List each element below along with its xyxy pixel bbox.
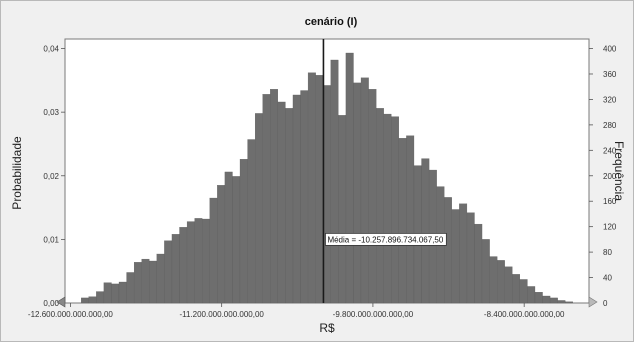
histogram-bar bbox=[557, 300, 566, 304]
histogram-bars bbox=[81, 52, 573, 304]
histogram-bar bbox=[376, 108, 384, 304]
histogram-bar bbox=[474, 223, 483, 304]
histogram-bar bbox=[451, 209, 460, 304]
histogram-bar bbox=[179, 227, 188, 304]
histogram-bar bbox=[360, 77, 369, 304]
histogram-bar bbox=[489, 256, 498, 304]
histogram-bar bbox=[398, 138, 407, 304]
y-right-tick-label: 120 bbox=[603, 223, 617, 232]
histogram-bar bbox=[330, 59, 339, 304]
histogram-bar bbox=[285, 108, 294, 304]
histogram-bar bbox=[232, 176, 241, 304]
y-left-tick-label: 0,02 bbox=[43, 172, 59, 181]
histogram-bar bbox=[111, 283, 120, 304]
y-right-tick-label: 200 bbox=[603, 172, 617, 181]
histogram-bar bbox=[217, 185, 226, 304]
histogram-bar bbox=[534, 292, 543, 304]
histogram-bar bbox=[444, 197, 452, 304]
histogram-bar bbox=[504, 266, 513, 304]
mean-label: Média = -10.257.896.734.067,50 bbox=[327, 235, 443, 244]
x-tick-label: -9.800.000.000.000,00 bbox=[333, 310, 414, 319]
right-axis-ticks: 0 40 80 120 160 200 240 280 320 360 400 bbox=[589, 45, 617, 308]
histogram-bar bbox=[459, 203, 468, 304]
histogram-bar bbox=[307, 72, 316, 304]
mean-label-box bbox=[325, 232, 447, 246]
y-right-tick-label: 160 bbox=[603, 197, 617, 206]
histogram-bar bbox=[406, 135, 415, 304]
x-axis-ticks: -12.600.000.000.000,00 -11.200.000.000.00… bbox=[28, 303, 565, 319]
histogram-bar bbox=[133, 262, 142, 304]
histogram-bar bbox=[512, 274, 521, 304]
y-right-tick-label: 240 bbox=[603, 146, 617, 155]
histogram-bar bbox=[383, 113, 392, 304]
histogram-bar bbox=[254, 113, 263, 304]
histogram-bar bbox=[149, 260, 157, 304]
histogram-bar bbox=[292, 94, 301, 304]
histogram-bar bbox=[277, 101, 286, 304]
histogram-bar bbox=[338, 115, 347, 304]
histogram-bar bbox=[209, 197, 218, 304]
histogram-bar bbox=[315, 75, 324, 304]
y-left-tick-label: 0,04 bbox=[43, 45, 59, 54]
y-right-tick-label: 320 bbox=[603, 95, 617, 104]
histogram-bar bbox=[118, 281, 127, 304]
histogram-bar bbox=[421, 158, 430, 304]
chart-title: cenário (I) bbox=[305, 16, 358, 28]
y-axis-right-label: Frequência bbox=[612, 141, 626, 201]
y-right-tick-label: 400 bbox=[603, 45, 617, 54]
histogram-bar bbox=[270, 89, 278, 304]
histogram-bar bbox=[141, 258, 150, 304]
x-tick-label: -12.600.000.000.000,00 bbox=[28, 310, 114, 319]
histogram-bar bbox=[353, 82, 362, 304]
histogram-bar bbox=[300, 90, 309, 304]
y-left-tick-label: 0,00 bbox=[43, 299, 59, 308]
histogram-bar bbox=[96, 291, 105, 304]
histogram-bar bbox=[164, 240, 173, 304]
y-axis-left-label: Probabilidade bbox=[10, 136, 24, 210]
left-range-slider-icon[interactable] bbox=[56, 296, 66, 308]
histogram-bar bbox=[466, 212, 475, 304]
histogram-bar bbox=[202, 218, 210, 304]
y-right-tick-label: 40 bbox=[603, 274, 612, 283]
histogram-bar bbox=[345, 52, 354, 304]
histogram-bar bbox=[156, 253, 165, 304]
histogram-bar bbox=[126, 272, 135, 304]
histogram-bar bbox=[527, 286, 536, 304]
x-tick-label: -8.400.000.000.000,00 bbox=[484, 310, 565, 319]
histogram-bar bbox=[481, 239, 490, 304]
histogram-bar bbox=[565, 301, 573, 304]
histogram-bar bbox=[224, 171, 233, 304]
x-tick-label: -11.200.000.000.000,00 bbox=[179, 310, 264, 319]
y-right-tick-label: 80 bbox=[603, 248, 612, 257]
histogram-bar bbox=[103, 282, 112, 304]
left-axis-ticks: 0,00 0,01 0,02 0,03 0,04 bbox=[43, 45, 65, 308]
histogram-bar bbox=[368, 89, 377, 304]
histogram-bar bbox=[549, 297, 558, 304]
y-left-tick-label: 0,03 bbox=[43, 108, 59, 117]
histogram-bar bbox=[171, 234, 180, 304]
y-right-tick-label: 360 bbox=[603, 70, 617, 79]
histogram-bar bbox=[247, 139, 256, 304]
y-right-tick-label: 0 bbox=[603, 299, 608, 308]
histogram-bar bbox=[542, 295, 551, 304]
histogram-bar bbox=[391, 116, 399, 304]
right-range-slider-icon[interactable] bbox=[588, 296, 598, 308]
histogram-bar bbox=[81, 297, 89, 304]
y-right-tick-label: 280 bbox=[603, 121, 617, 130]
histogram-bar bbox=[186, 221, 195, 304]
histogram-bar bbox=[497, 260, 505, 304]
histogram-bar bbox=[194, 218, 203, 304]
histogram-bar bbox=[239, 159, 248, 304]
histogram-bar bbox=[323, 85, 331, 304]
histogram-bar bbox=[262, 94, 271, 304]
histogram-bar bbox=[519, 279, 528, 304]
x-axis-label: R$ bbox=[319, 321, 335, 335]
y-left-tick-label: 0,01 bbox=[43, 235, 59, 244]
histogram-bar bbox=[88, 296, 97, 304]
